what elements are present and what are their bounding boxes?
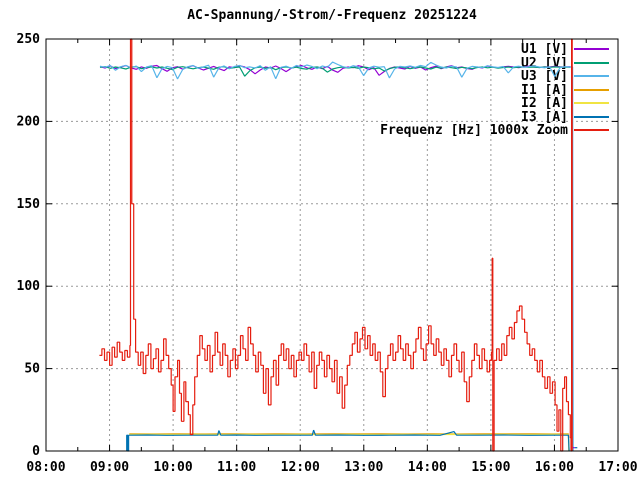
grid-layer: 08:00 09:00 10:00 11:00 12:00 13:00 14:00 15:00… [17,32,638,475]
series-line-frequenz [99,38,573,452]
x-tick-label: 12:00 [281,460,320,475]
x-tick-label: 17:00 [598,460,637,475]
legend-label-u1: U1 [V] [521,42,568,57]
series-line-u3 [99,61,574,452]
x-tick-label: 14:00 [408,460,447,475]
legend-label-i3: I3 [A] [521,110,568,125]
y-tick-label: 100 [17,279,41,294]
series-line-i2 [129,433,570,452]
x-tick-label: 16:00 [535,460,574,475]
x-tick-label: 15:00 [471,460,510,475]
x-tick-label: 08:00 [26,460,65,475]
legend-sample-lines [574,48,609,131]
legend-label-frequenz: Frequenz [Hz] 1000x Zoom [380,123,568,138]
legend-label-i1: I1 [A] [521,83,568,98]
x-tick-label: 10:00 [154,460,193,475]
x-tick-label: 09:00 [90,460,129,475]
series-layer [99,38,578,452]
series-line-i3 [126,429,570,452]
y-tick-label: 50 [24,362,40,377]
x-tick-label: 11:00 [217,460,256,475]
plot-border-rect [45,38,619,452]
chart-title: AC-Spannung/-Strom/-Frequenz 20251224 [187,8,477,23]
legend-label-i2: I2 [A] [521,96,568,111]
y-tick-label: 200 [17,114,41,129]
series-line-i1 [129,433,570,452]
plot-border [45,38,619,452]
legend: U1 [V] U2 [V] U3 [V] I1 [A] I2 [A] I3 [A… [380,42,609,138]
legend-label-u3: U3 [V] [521,69,568,84]
x-tick-label: 13:00 [344,460,383,475]
y-tick-label: 0 [32,444,40,459]
y-tick-label: 250 [17,32,41,47]
y-tick-label: 150 [17,197,41,212]
